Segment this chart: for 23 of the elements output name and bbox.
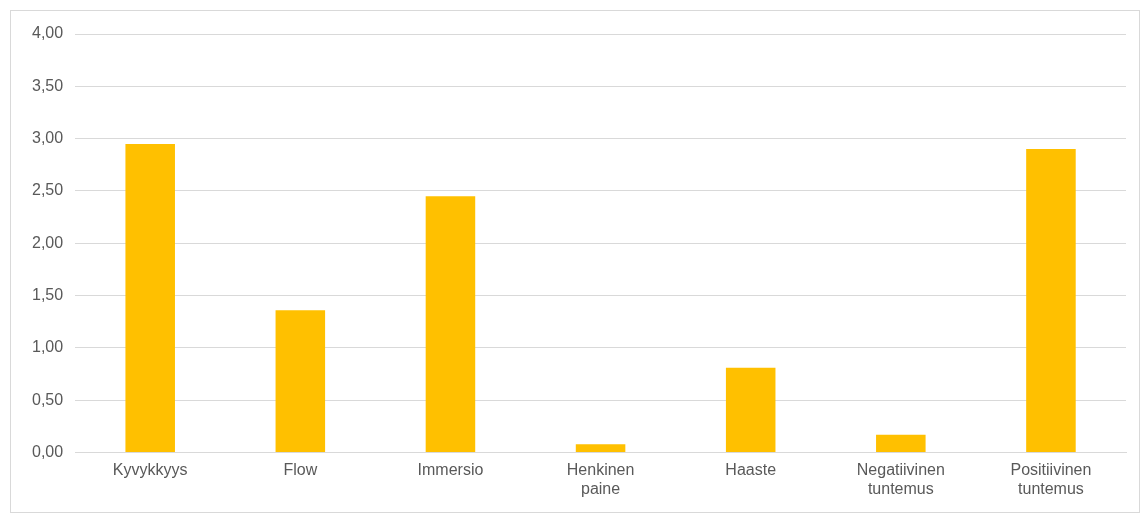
bar [876,434,926,453]
bar [725,367,776,453]
x-tick-label: Negatiivinen tuntemus [856,460,945,497]
bar [275,310,326,453]
bar [1026,149,1076,453]
x-tick-label: Immersio [417,460,484,478]
x-tick-label: Kyvykkyys [112,460,188,478]
bar [125,143,175,453]
y-tick-label: 0,50 [32,390,64,408]
y-tick-label: 3,50 [32,76,64,94]
y-tick-label: 0,00 [32,443,64,461]
x-tick-label: Henkinen paine [566,460,635,497]
bar [575,444,626,453]
y-tick-label: 2,00 [32,233,64,251]
y-tick-label: 1,50 [32,286,64,304]
x-tick-label: Haaste [725,460,777,478]
y-tick-label: 1,00 [32,338,64,356]
y-tick-label: 2,50 [32,181,64,199]
x-tick-label: Flow [283,460,318,478]
y-tick-label: 4,00 [32,24,64,42]
y-tick-label: 3,00 [32,129,64,147]
x-tick-label: Positiivinen tuntemus [1010,460,1092,497]
bar [425,196,476,453]
